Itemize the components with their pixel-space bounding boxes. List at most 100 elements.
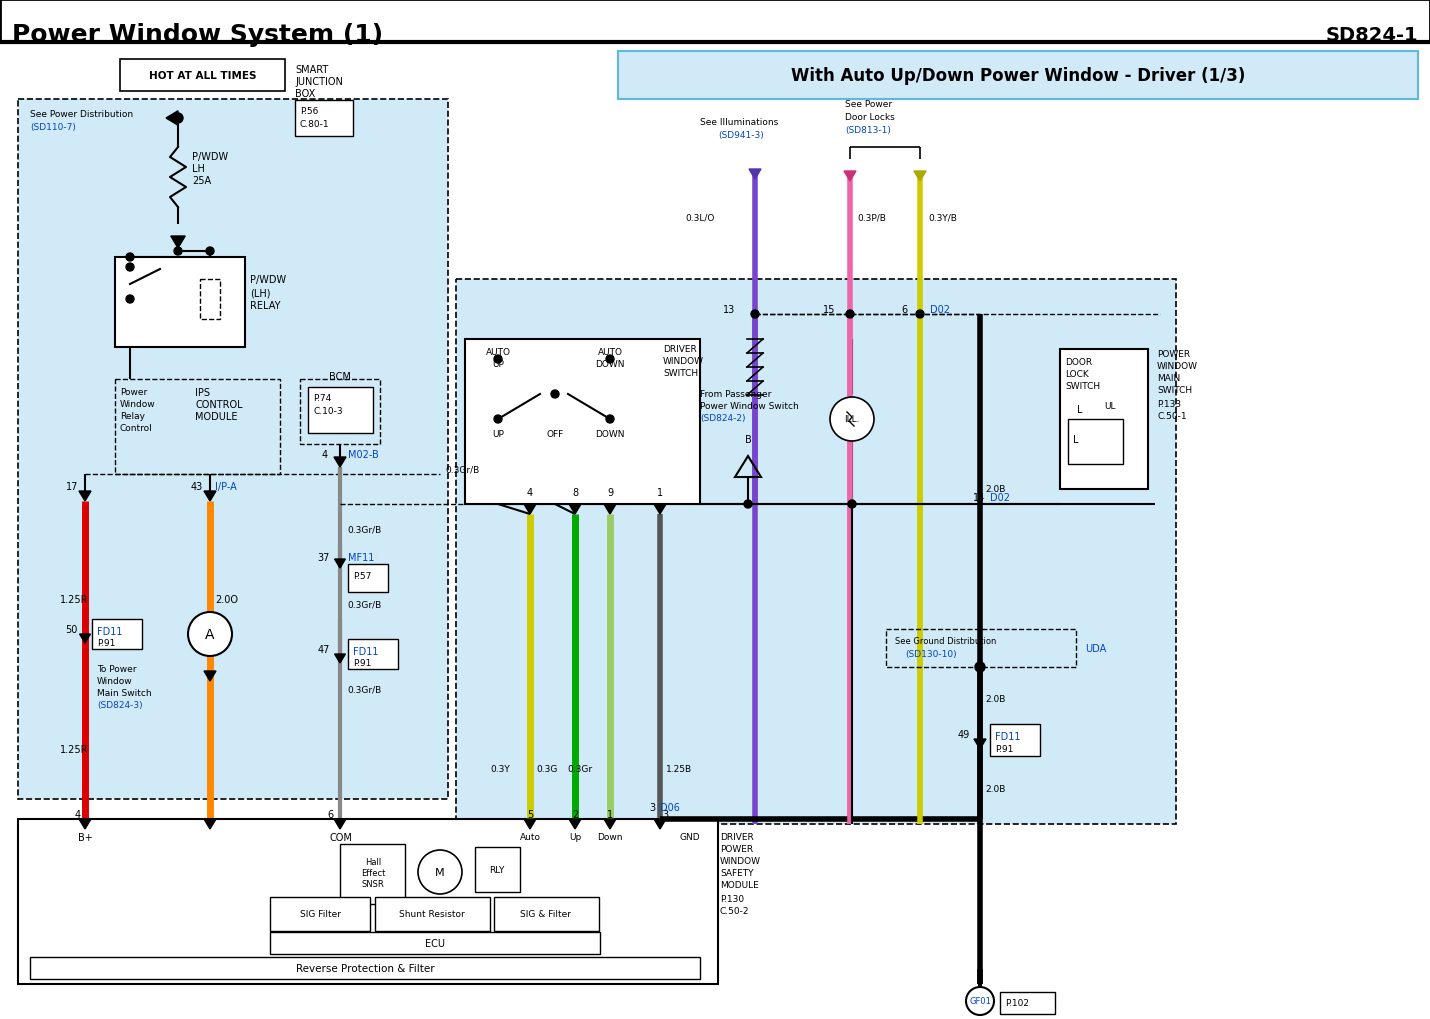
Text: WINDOW: WINDOW [664,357,704,366]
Text: 6: 6 [327,809,333,819]
Polygon shape [204,491,216,501]
Text: 3: 3 [649,802,655,812]
Circle shape [744,500,752,508]
Text: 2.0O: 2.0O [214,594,237,604]
Text: P/WDW: P/WDW [250,275,286,284]
Text: 5: 5 [526,809,533,819]
Text: 0.3Gr/B: 0.3Gr/B [347,525,382,534]
Text: 1: 1 [606,809,613,819]
Text: P.130: P.130 [719,894,744,903]
Text: P.91: P.91 [97,638,116,647]
Text: Auto: Auto [519,833,541,841]
Text: 50: 50 [66,625,79,635]
Text: D02: D02 [990,492,1010,502]
Text: See Ground Distribution: See Ground Distribution [895,637,997,645]
Polygon shape [204,672,216,682]
Polygon shape [335,458,346,468]
Text: 37: 37 [317,552,330,562]
Text: UP: UP [492,430,503,438]
Text: 9: 9 [606,487,613,497]
Text: 2.0B: 2.0B [985,785,1005,794]
Text: P.102: P.102 [1005,999,1030,1008]
Text: Down: Down [598,833,622,841]
Text: OFF: OFF [546,430,563,438]
Polygon shape [603,504,616,515]
Bar [114,258,245,347]
Text: P.57: P.57 [353,572,372,581]
Text: 0.3Y: 0.3Y [490,764,511,773]
Circle shape [975,662,985,673]
Text: (LH): (LH) [250,287,270,298]
Text: 47: 47 [317,644,330,654]
Bar [340,844,405,904]
Circle shape [418,850,462,894]
Text: 0.3Y/B: 0.3Y/B [928,213,957,222]
Text: P.56: P.56 [300,107,319,116]
Text: ECU: ECU [425,938,445,948]
Bar [19,819,718,984]
Text: AUTO: AUTO [598,347,622,357]
Text: 1.25R: 1.25R [60,594,89,604]
Text: HOT AT ALL TIMES: HOT AT ALL TIMES [149,71,257,81]
Text: 4: 4 [74,809,82,819]
Text: (SD130-10): (SD130-10) [905,649,957,658]
Text: Relay: Relay [120,412,144,421]
Text: 15: 15 [822,305,835,315]
Text: Power: Power [120,387,147,396]
Text: JUNCTION: JUNCTION [295,76,343,87]
Text: DOOR: DOOR [1065,358,1093,367]
Text: 6: 6 [902,305,908,315]
Circle shape [173,114,183,124]
Text: Control: Control [120,424,153,433]
Text: 43: 43 [190,482,203,491]
Text: LH: LH [192,164,204,174]
Text: UDA: UDA [1085,643,1107,653]
Text: SWITCH: SWITCH [664,369,698,378]
Polygon shape [523,504,536,515]
Bar [475,847,521,892]
Text: 4: 4 [526,487,533,497]
Text: LOCK: LOCK [1065,370,1088,379]
Text: 25A: 25A [192,176,212,185]
Text: M02-B: M02-B [347,449,379,460]
Text: 0.3L/O: 0.3L/O [685,213,715,222]
Text: B: B [745,434,751,444]
Bar [92,620,142,649]
Circle shape [493,356,502,364]
Text: 14: 14 [972,492,985,502]
Text: 2.0B: 2.0B [985,485,1005,494]
Polygon shape [170,236,186,249]
Text: AUTO: AUTO [486,347,511,357]
Text: 2: 2 [572,809,578,819]
Circle shape [829,397,874,441]
Bar [347,565,388,592]
Bar [347,639,398,669]
Circle shape [551,390,559,398]
Text: Main Switch: Main Switch [97,688,152,697]
Text: GND: GND [681,833,701,841]
Polygon shape [569,504,581,515]
Text: Window: Window [97,677,133,686]
Text: P.133: P.133 [1157,399,1181,409]
Circle shape [606,416,613,424]
Text: Window: Window [120,399,156,409]
Text: GF01: GF01 [970,997,991,1006]
Text: 1: 1 [656,487,664,497]
Bar [19,100,448,799]
Bar [990,725,1040,756]
Circle shape [967,987,994,1015]
Text: UL: UL [1104,401,1115,411]
Bar [270,932,601,954]
Text: 49: 49 [958,730,970,739]
Polygon shape [204,819,216,829]
Text: 0.3G: 0.3G [536,764,558,773]
Text: 1.25B: 1.25B [666,764,692,773]
Polygon shape [569,819,581,829]
Circle shape [126,296,134,304]
Text: C.50-2: C.50-2 [719,906,749,915]
Text: C.80-1: C.80-1 [300,120,330,128]
Text: (SD941-3): (SD941-3) [718,130,764,140]
Bar [375,897,490,931]
Text: L: L [1074,434,1078,444]
Text: UP: UP [492,360,503,369]
